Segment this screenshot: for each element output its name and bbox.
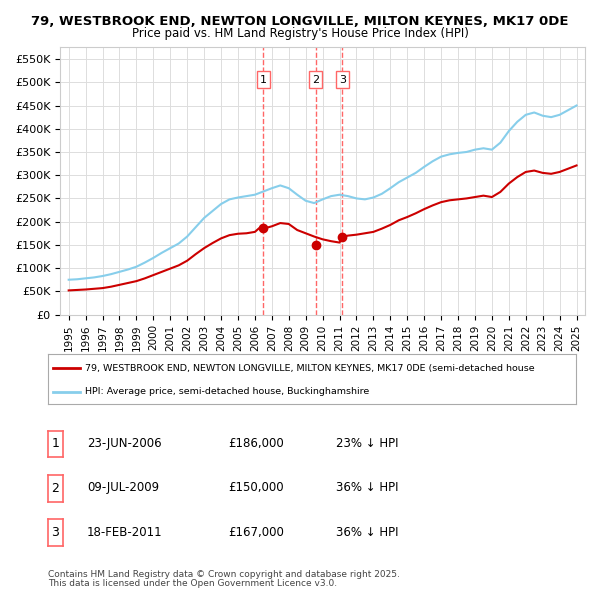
Text: 2: 2 [312, 74, 319, 84]
Text: 2: 2 [52, 481, 59, 495]
Text: £167,000: £167,000 [228, 526, 284, 539]
Text: 1: 1 [52, 437, 59, 451]
Text: 79, WESTBROOK END, NEWTON LONGVILLE, MILTON KEYNES, MK17 0DE (semi-detached hous: 79, WESTBROOK END, NEWTON LONGVILLE, MIL… [85, 363, 535, 372]
Text: This data is licensed under the Open Government Licence v3.0.: This data is licensed under the Open Gov… [48, 579, 337, 588]
Text: 09-JUL-2009: 09-JUL-2009 [87, 481, 159, 494]
Text: 23% ↓ HPI: 23% ↓ HPI [336, 437, 398, 450]
Text: 36% ↓ HPI: 36% ↓ HPI [336, 481, 398, 494]
Text: 18-FEB-2011: 18-FEB-2011 [87, 526, 163, 539]
Text: 3: 3 [52, 526, 59, 539]
Text: 79, WESTBROOK END, NEWTON LONGVILLE, MILTON KEYNES, MK17 0DE: 79, WESTBROOK END, NEWTON LONGVILLE, MIL… [31, 15, 569, 28]
Text: 1: 1 [260, 74, 267, 84]
Text: HPI: Average price, semi-detached house, Buckinghamshire: HPI: Average price, semi-detached house,… [85, 387, 369, 396]
Text: £186,000: £186,000 [228, 437, 284, 450]
Text: 23-JUN-2006: 23-JUN-2006 [87, 437, 161, 450]
Text: £150,000: £150,000 [228, 481, 284, 494]
Text: 3: 3 [339, 74, 346, 84]
Text: Contains HM Land Registry data © Crown copyright and database right 2025.: Contains HM Land Registry data © Crown c… [48, 571, 400, 579]
Text: 36% ↓ HPI: 36% ↓ HPI [336, 526, 398, 539]
Text: Price paid vs. HM Land Registry's House Price Index (HPI): Price paid vs. HM Land Registry's House … [131, 27, 469, 40]
